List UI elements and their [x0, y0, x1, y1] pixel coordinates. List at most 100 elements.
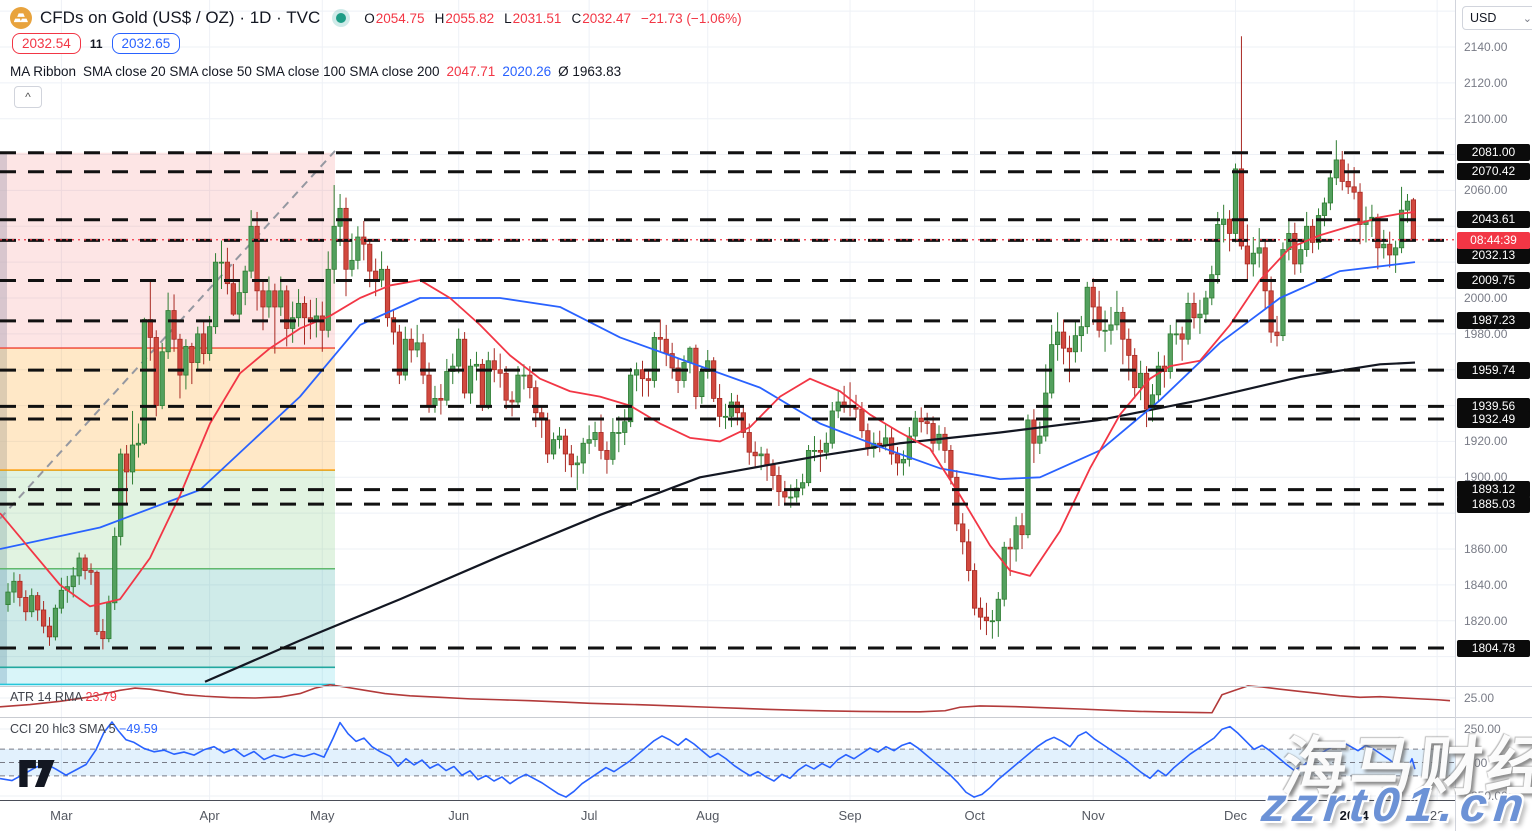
candle-down	[319, 315, 325, 331]
candle-down	[1019, 525, 1025, 536]
candle-down	[1120, 311, 1126, 340]
time-axis-label: Sep	[838, 808, 862, 823]
candle-up	[883, 437, 889, 446]
high-label: H	[434, 10, 445, 26]
candle-down	[639, 369, 646, 380]
candle-up	[106, 602, 112, 640]
atr-scale-label: 25.00	[1464, 691, 1495, 705]
price-grid-label: 1860.00	[1464, 542, 1508, 557]
bid-button[interactable]: 2032.54	[12, 33, 81, 54]
cci-band	[0, 749, 1455, 776]
ask-button[interactable]: 2032.65	[111, 33, 181, 54]
candle-up	[52, 607, 59, 638]
candle-up	[1102, 329, 1108, 332]
candle-down	[408, 338, 414, 351]
candle-down	[657, 337, 663, 340]
candle-down	[954, 476, 960, 525]
candle-down	[1262, 247, 1268, 292]
market-status-icon[interactable]	[336, 13, 347, 23]
symbol-title[interactable]: CFDs on Gold (US$ / OZ) · 1D · TVC	[40, 8, 321, 27]
candle-up	[278, 290, 284, 308]
indicator-params: SMA close 20 SMA close 50 SMA close 100 …	[83, 64, 440, 79]
candle-down	[782, 491, 788, 498]
candle-up	[1232, 168, 1239, 234]
tradingview-logo[interactable]	[18, 760, 58, 792]
candle-up	[266, 290, 272, 308]
candle-down	[88, 570, 94, 573]
candle-up	[11, 580, 17, 593]
candle-down	[224, 261, 231, 285]
candle-up	[1078, 326, 1084, 337]
candle-up	[1256, 247, 1262, 254]
candle-down	[752, 451, 758, 457]
cci-name: CCI 20 hlc3 SMA 5	[10, 722, 116, 736]
candle-down	[1090, 286, 1096, 308]
candle-up	[165, 310, 171, 353]
candle-up	[1221, 218, 1227, 225]
cci-scale-label: −250.00	[1464, 789, 1508, 803]
atr-legend[interactable]: ATR 14 RMA 23.79	[10, 690, 117, 704]
candle-up	[485, 360, 491, 406]
candle-up	[331, 225, 337, 270]
candle-down	[527, 374, 533, 389]
candle-up	[835, 401, 841, 412]
candle-down	[1339, 159, 1345, 182]
candle-down	[1226, 218, 1233, 234]
candle-down	[966, 541, 972, 571]
candle-up	[1250, 252, 1256, 265]
candle-down	[438, 398, 444, 401]
candle-down	[568, 453, 574, 466]
ohlc-values: O2054.75 H2055.82 L2031.51 C2032.47 −21.…	[364, 11, 741, 26]
candle-up	[580, 442, 586, 464]
candle-up	[515, 374, 521, 403]
candle-down	[1268, 290, 1274, 333]
candle-down	[663, 338, 669, 354]
candle-up	[912, 417, 918, 437]
candle-down	[770, 464, 776, 476]
price-level-badge: 1959.74	[1457, 361, 1530, 379]
candle-down	[230, 283, 236, 315]
candle-up	[574, 462, 580, 466]
candle-down	[94, 571, 100, 632]
price-level-badge: 1987.23	[1457, 312, 1530, 330]
candle-up	[1155, 365, 1162, 396]
ma-ribbon-legend[interactable]: MA Ribbon SMA close 20 SMA close 50 SMA …	[10, 64, 621, 79]
candle-down	[1126, 338, 1132, 356]
price-chart-canvas[interactable]	[0, 0, 1455, 800]
candle-up	[5, 591, 11, 605]
candle-down	[396, 331, 402, 376]
sma20-line	[0, 211, 1416, 608]
time-axis-label: May	[310, 808, 335, 823]
currency-dropdown[interactable]: USD ⌄	[1462, 6, 1532, 30]
candle-up	[444, 371, 450, 401]
atr-value: 23.79	[85, 690, 117, 704]
candle-down	[740, 412, 746, 433]
cci-scale-label: 250.00	[1464, 722, 1501, 736]
candle-down	[604, 450, 610, 460]
candle-down	[1238, 168, 1245, 247]
candle-down	[503, 372, 509, 401]
candle-up	[823, 442, 829, 453]
candle-down	[384, 268, 391, 319]
candle-up	[1321, 202, 1328, 216]
candle-up	[1037, 435, 1043, 444]
candle-down	[284, 290, 290, 329]
cci-legend[interactable]: CCI 20 hlc3 SMA 5 −49.59	[10, 722, 158, 736]
candle-up	[1173, 333, 1179, 336]
candle-down	[971, 570, 978, 609]
cci-value: −49.59	[119, 722, 158, 736]
candle-down	[930, 423, 936, 444]
candle-down	[675, 367, 681, 381]
candle-down	[171, 310, 177, 340]
close-value: 2032.47	[582, 10, 632, 26]
candle-down	[177, 338, 183, 376]
time-axis[interactable]: Mar Apr May Jun Jul Aug Sep Oct Nov Dec 2024 22	[0, 800, 1455, 831]
price-grid-label: 2000.00	[1464, 290, 1508, 305]
candle-up	[1315, 215, 1322, 243]
price-scale[interactable]: USD ⌄ 2140.00 2120.00 2100.00 2060.00 2000.0…	[1455, 0, 1532, 831]
collapse-legend-button[interactable]: ^	[14, 86, 42, 108]
candle-up	[76, 557, 82, 577]
candle-down	[977, 607, 984, 618]
candle-down	[598, 432, 604, 451]
candle-up	[58, 589, 64, 609]
